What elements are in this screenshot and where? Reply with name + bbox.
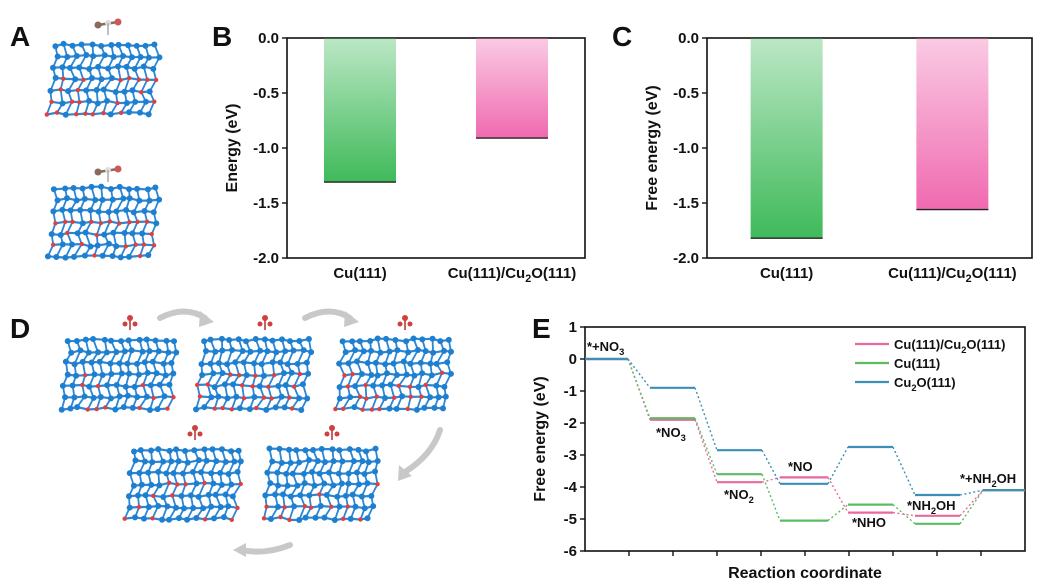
bar [475, 38, 548, 139]
y-axis-label: Free energy (eV) [532, 376, 549, 501]
x-category-label: Cu(111) [760, 265, 813, 282]
bar [916, 38, 989, 210]
energy-connector [761, 449, 781, 485]
plot-frame [584, 326, 1026, 552]
energy-connector [892, 511, 916, 517]
y-tick-label: -1.0 [673, 140, 699, 157]
y-axis-label: Energy (eV) [224, 104, 241, 193]
adsorbate-molecule-icon [122, 315, 138, 330]
step-label: *+NO3 [587, 339, 624, 357]
adsorbate-molecule-icon [94, 18, 122, 35]
cycle-arrow-icon [199, 311, 214, 327]
cycle-arrow-icon [302, 308, 353, 321]
step-label: *NO2 [724, 487, 754, 505]
step-label: *NHO [852, 515, 886, 530]
energy-connector [694, 419, 718, 483]
crystal-slab-icon [261, 445, 381, 524]
panel-label-e: E [532, 313, 551, 344]
cycle-arrow-icon [402, 427, 443, 475]
y-tick-label: -0.5 [253, 85, 279, 102]
bar [324, 38, 397, 183]
cycle-arrow-icon [344, 311, 359, 327]
chart-e: 1 0 -1 -2 -3 -4 -5 -6 Reaction coordinate Free en… [532, 319, 1026, 582]
y-tick-label: -4 [564, 479, 578, 496]
step-label: *+NH2OH [960, 471, 1016, 489]
step-label: *NO [788, 459, 813, 474]
adsorbate-molecule-icon [324, 425, 340, 440]
adsorbate-molecule-icon [187, 425, 203, 440]
energy-connector [627, 358, 651, 389]
energy-connector [827, 446, 849, 485]
y-tick-label: 0.0 [258, 30, 279, 47]
legend-label: Cu2O(111) [894, 375, 956, 393]
x-category-label: Cu(111) [333, 265, 386, 282]
energy-connector [892, 446, 916, 496]
legend-label: Cu(111) [894, 356, 940, 371]
energy-connector [761, 473, 781, 521]
y-tick-label: -0.5 [673, 85, 699, 102]
y-tick-label: -1.5 [673, 195, 699, 212]
crystal-slab-icon [122, 446, 244, 523]
panel-label-a: A [10, 21, 30, 52]
y-tick-label: -1 [564, 383, 577, 400]
x-category-label: Cu(111)/Cu2O(111) [888, 265, 1017, 285]
y-axis-label: Free energy (eV) [644, 85, 661, 210]
panel-a-structures [44, 18, 163, 261]
y-tick-label: -3 [564, 447, 577, 464]
y-tick-label: -1.5 [253, 195, 279, 212]
crystal-slab-icon [333, 335, 454, 413]
energy-connector [761, 476, 781, 483]
chart-c: 0.0 -0.5 -1.0 -1.5 -2.0 Free energy (eV) Cu(11… [644, 30, 1033, 285]
y-tick-label: -6 [564, 543, 577, 560]
step-label: *NH2OH [907, 498, 956, 516]
y-tick-label: 1 [569, 319, 577, 336]
adsorbate-molecule-icon [397, 315, 413, 330]
legend-label: Cu(111)/Cu2O(111) [894, 337, 1005, 355]
adsorbate-molecule-icon [94, 165, 122, 182]
cycle-arrow-icon [239, 542, 293, 555]
x-category-label: Cu(111)/Cu2O(111) [448, 265, 577, 285]
cycle-arrow-icon [398, 465, 412, 481]
panel-label-c: C [612, 21, 632, 52]
bar [750, 38, 823, 239]
x-axis-label: Reaction coordinate [728, 565, 882, 582]
y-tick-label: -2.0 [253, 250, 279, 267]
y-tick-label: -5 [564, 511, 577, 528]
y-tick-label: -1.0 [253, 140, 279, 157]
energy-connector [959, 489, 984, 517]
crystal-slab-icon [58, 335, 180, 413]
energy-connector [827, 504, 849, 522]
step-label: *NO3 [656, 425, 686, 443]
energy-connector [892, 504, 916, 525]
panel-d-cycle [58, 308, 454, 557]
energy-connector [627, 358, 651, 419]
crystal-slab-icon [44, 183, 163, 261]
y-tick-label: -2.0 [673, 250, 699, 267]
panel-label-d: D [10, 313, 30, 344]
adsorbate-molecule-icon [257, 315, 273, 330]
chart-b: 0.0 -0.5 -1.0 -1.5 -2.0 Energy (eV) Cu(111) Cu(… [224, 30, 586, 285]
crystal-slab-icon [193, 335, 315, 413]
energy-connector [959, 489, 984, 525]
energy-connector [694, 387, 718, 451]
y-tick-label: -2 [564, 415, 577, 432]
y-tick-label: 0.0 [678, 30, 699, 47]
cycle-arrow-icon [157, 308, 208, 321]
y-tick-label: 0 [569, 351, 577, 368]
energy-connector [959, 489, 984, 496]
crystal-slab-icon [44, 40, 163, 118]
panel-label-b: B [212, 21, 232, 52]
energy-connector [827, 477, 849, 513]
energy-connector [694, 417, 718, 475]
cycle-arrow-icon [233, 543, 246, 557]
